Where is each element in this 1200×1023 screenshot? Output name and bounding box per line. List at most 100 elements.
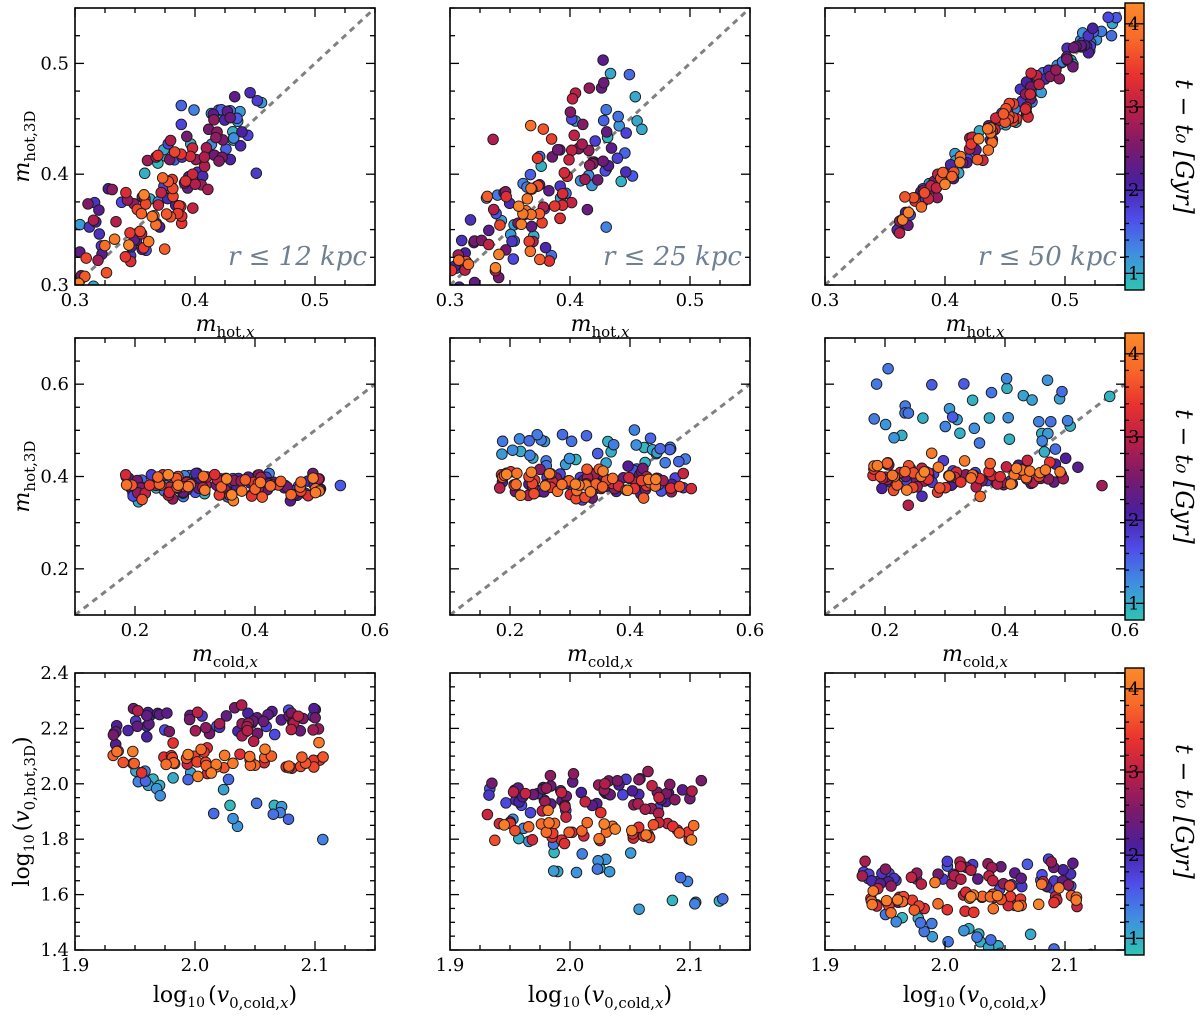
- scatter-point: [189, 725, 202, 737]
- scatter-point: [982, 144, 995, 156]
- scatter-point: [543, 255, 556, 267]
- scatter-point: [539, 480, 551, 492]
- x-axis-label: mcold,x: [192, 642, 258, 671]
- scatter-point: [985, 934, 997, 946]
- scatter-point: [647, 819, 660, 831]
- scatter-point: [462, 258, 475, 271]
- scatter-point: [1000, 372, 1013, 385]
- scatter-point: [215, 481, 228, 493]
- scatter-point: [1057, 864, 1069, 876]
- y-tick-label: 0.2: [40, 559, 69, 580]
- scatter-point: [198, 151, 211, 163]
- scatter-point: [227, 132, 240, 144]
- scatter-point: [551, 144, 564, 156]
- scatter-point: [227, 757, 239, 770]
- scatter-point: [267, 808, 280, 820]
- scatter-point: [987, 874, 999, 887]
- x-axis-label: mhot,x: [571, 312, 630, 341]
- scatter-point: [334, 479, 347, 492]
- scatter-point: [450, 264, 458, 277]
- scatter-point: [513, 433, 526, 445]
- scatter-point: [161, 707, 173, 719]
- scatter-point: [80, 252, 92, 264]
- scatter-point: [559, 801, 571, 813]
- scatter-point: [543, 467, 556, 480]
- x-axis-label: log10 (v0,cold,x): [153, 983, 297, 1012]
- scatter-point: [954, 156, 966, 169]
- scatter-point: [183, 713, 196, 726]
- scatter-point: [882, 362, 894, 375]
- radius-annotation: r ≤ 50 kpc: [978, 242, 1117, 272]
- scatter-point: [1070, 894, 1082, 906]
- scatter-point: [75, 277, 85, 285]
- scatter-point: [199, 484, 211, 496]
- scatter-point: [1067, 41, 1080, 54]
- one-to-one-line: [450, 382, 750, 615]
- scatter-point: [867, 885, 879, 897]
- scatter-point: [902, 206, 915, 219]
- scatter-point: [941, 903, 954, 916]
- scatter-point: [558, 167, 571, 179]
- scatter-point: [489, 262, 502, 274]
- scatter-point: [160, 758, 172, 771]
- scatter-point: [600, 103, 612, 116]
- scatter-point: [1045, 415, 1057, 428]
- colorbar-tick-label: 4: [1128, 679, 1139, 700]
- scatter-point: [891, 894, 904, 906]
- x-tick-label: 0.4: [241, 620, 270, 641]
- one-to-one-line: [825, 382, 1125, 615]
- scatter-point: [92, 254, 104, 267]
- x-axis-label: log10 (v0,cold,x): [528, 983, 672, 1012]
- scatter-point: [633, 903, 645, 915]
- scatter-point: [997, 108, 1010, 120]
- scatter-point: [899, 465, 911, 478]
- scatter-point: [939, 420, 952, 433]
- scatter-point: [524, 806, 537, 819]
- scatter-point: [1033, 415, 1045, 428]
- scatter-point: [576, 848, 588, 860]
- scatter-point: [954, 427, 966, 439]
- scatter-point: [547, 865, 560, 877]
- scatter-point: [528, 487, 540, 500]
- colorbar-label: t − t₀ [Gyr]: [1170, 409, 1198, 544]
- plot-area: [75, 382, 375, 615]
- scatter-point: [609, 823, 621, 835]
- scatter-point: [1019, 103, 1032, 115]
- scatter-point: [611, 775, 624, 787]
- scatter-point: [464, 214, 477, 226]
- scatter-point: [955, 873, 967, 885]
- colorbar-tick-label: 2: [1128, 180, 1139, 201]
- scatter-point: [946, 170, 958, 183]
- scatter-point: [498, 819, 510, 831]
- x-tick-label: 0.4: [931, 290, 960, 311]
- scatter-point: [925, 447, 938, 459]
- scatter-point: [99, 239, 111, 252]
- scatter-point: [138, 167, 151, 180]
- scatter-point: [127, 745, 139, 758]
- scatter-point: [515, 218, 528, 231]
- scatter-point: [584, 486, 597, 498]
- scatter-point: [611, 152, 624, 164]
- scatter-point: [570, 866, 583, 879]
- scatter-point: [1003, 949, 1010, 950]
- y-tick-label: 1.6: [40, 885, 69, 906]
- scatter-point: [556, 428, 569, 441]
- scatter-point: [93, 228, 106, 240]
- scatter-point: [1102, 11, 1114, 24]
- scatter-point: [576, 138, 588, 150]
- scatter-point: [186, 168, 199, 180]
- scatter-point: [987, 902, 1000, 915]
- scatter-point: [227, 812, 239, 825]
- scatter-point: [182, 748, 194, 761]
- scatter-point: [885, 907, 897, 919]
- scatter-point: [152, 149, 164, 162]
- scatter-point: [1021, 454, 1034, 467]
- scatter-point: [524, 119, 537, 132]
- scatter-point: [179, 175, 192, 187]
- colorbar-label: t − t₀ [Gyr]: [1170, 79, 1198, 214]
- scatter-point: [1012, 900, 1024, 912]
- scatter-point: [563, 452, 576, 465]
- scatter-point: [598, 77, 610, 89]
- scatter-point: [633, 773, 645, 786]
